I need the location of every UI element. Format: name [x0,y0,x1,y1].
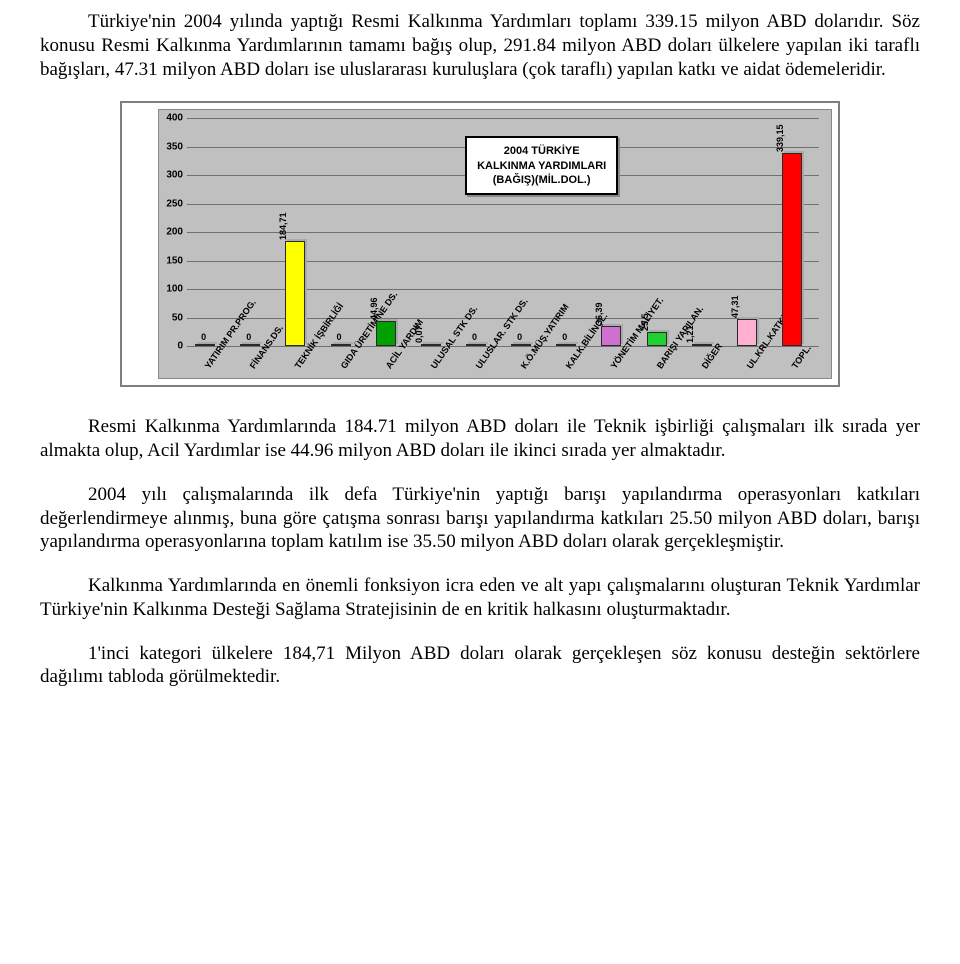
bar-value-label: 47,31 [730,296,740,319]
x-category-label: ULUSLAR. STK DS. [474,350,493,370]
bar-value-label: 0,07 [414,326,424,344]
gridline [187,204,819,205]
bar-value-label: 0 [517,332,522,342]
chart-bar: 0 [331,344,351,346]
chart-bar: 1,21 [692,344,712,346]
body-paragraph-5: 1'inci kategori ülkelere 184,71 Milyon A… [40,642,920,690]
x-category-label: KALK.BİLİNÇL. [564,350,583,370]
legend-line: (BAĞIŞ)(MİL.DOL.) [477,173,606,187]
chart-bar: 0 [556,344,576,346]
x-category-label: TEKNİK İŞBİRLİĞİ [293,350,312,370]
y-tick-label: 100 [159,284,183,295]
y-tick-label: 400 [159,113,183,124]
bar-value-label: 0 [472,332,477,342]
bar-value-label: 0 [562,332,567,342]
chart-bar: 339,15 [782,153,802,346]
body-paragraph-3: 2004 yılı çalışmalarında ilk defa Türkiy… [40,483,920,554]
y-tick-label: 150 [159,255,183,266]
x-category-label: K.Ö.MÜŞ.YATIRIM [519,350,538,370]
chart-legend: 2004 TÜRKİYEKALKINMA YARDIMLARI(BAĞIŞ)(M… [465,136,618,195]
legend-line: KALKINMA YARDIMLARI [477,159,606,173]
chart-bar: 47,31 [737,319,757,346]
plot-area: 0 50 100 150 200 250 300 350 400 0 YATIRIM PR.PROG… [158,109,832,379]
intro-paragraph-1: Türkiye'nin 2004 yılında yaptığı Resmi K… [40,10,920,81]
chart-bar: 0 [195,344,215,346]
gridline [187,318,819,319]
y-tick-label: 50 [159,312,183,323]
body-paragraph-2: Resmi Kalkınma Yardımlarında 184.71 mily… [40,415,920,463]
y-tick-label: 200 [159,227,183,238]
gridline [187,261,819,262]
chart-bar: 36,39 [601,326,621,347]
chart-bar: 0 [511,344,531,346]
chart-bar: 184,71 [285,241,305,346]
chart-bar: 25,5 [647,332,667,347]
x-category-label: YATIRIM PR.PROG. [203,350,222,370]
chart-frame: 0 50 100 150 200 250 300 350 400 0 YATIRIM PR.PROG… [120,101,840,387]
x-category-label: GIDA ÜRETİMİNE DS. [338,350,357,370]
x-category-label: TOPL. [790,350,809,370]
bar-value-label: 0 [201,332,206,342]
plot-inner: 0501001502002503003504000YATIRIM PR.PROG… [187,118,819,346]
chart-bar: 44,96 [376,321,396,347]
y-tick-label: 350 [159,141,183,152]
bar-value-label: 44,96 [369,297,379,320]
chart-bar: 0 [466,344,486,346]
bar-value-label: 0 [246,332,251,342]
y-tick-label: 250 [159,198,183,209]
bar-value-label: 1,21 [685,326,695,344]
body-paragraph-4: Kalkınma Yardımlarında en önemli fonksiy… [40,574,920,622]
chart-bar: 0,07 [421,344,441,346]
x-category-label: ACİL YARDIM [383,350,402,370]
y-tick-label: 0 [159,341,183,352]
bar-value-label: 184,71 [278,212,288,240]
gridline [187,289,819,290]
chart-bar: 0 [240,344,260,346]
x-category-label: FİNANS.DS. [248,350,267,370]
x-category-label: YÖNETİM MALİYET. [609,350,628,370]
bar-value-label: 25,5 [640,313,650,331]
legend-line: 2004 TÜRKİYE [477,144,606,158]
bar-value-label: 36,39 [594,302,604,325]
gridline [187,118,819,119]
bar-value-label: 0 [337,332,342,342]
x-category-label: UL.KRL.KATK/AİDAT [745,350,764,370]
x-category-label: ULUSAL STK DS. [429,350,448,370]
x-category-label: DİĞER [699,350,718,370]
chart-container: 0 50 100 150 200 250 300 350 400 0 YATIRIM PR.PROG… [120,101,840,387]
x-category-label: BARIŞI YAPILAN. [654,350,673,370]
y-tick-label: 300 [159,170,183,181]
bar-value-label: 339,15 [775,124,785,152]
